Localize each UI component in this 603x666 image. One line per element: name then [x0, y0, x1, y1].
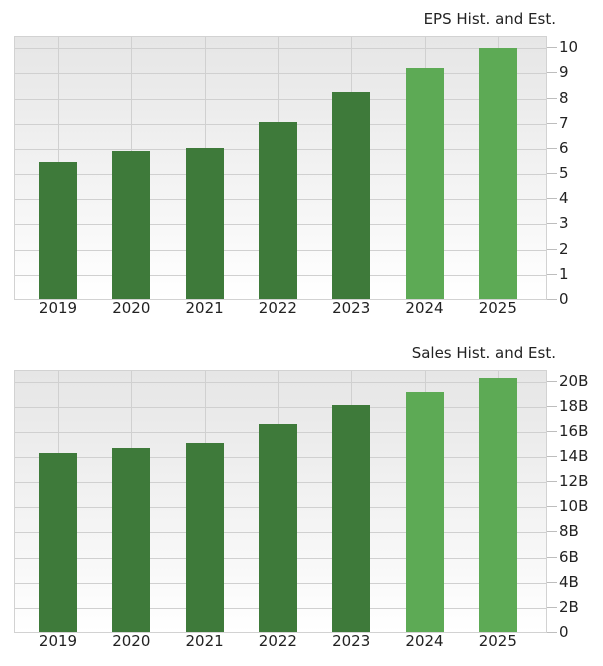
sales-ytick-label: 18B	[559, 396, 589, 415]
eps-bar-2023[interactable]	[332, 91, 371, 299]
eps-xtick-label: 2025	[478, 299, 517, 317]
eps-ytick-label: 2	[559, 239, 569, 258]
sales-ytick-mark	[547, 456, 557, 458]
eps-ytick-mark	[547, 72, 557, 74]
eps-ytick-label: 8	[559, 88, 569, 107]
sales-bar-2022[interactable]	[258, 424, 297, 632]
eps-ytick-label: 0	[559, 290, 569, 308]
sales-ytick-label: 2B	[559, 597, 579, 616]
sales-ytick-mark	[547, 380, 557, 382]
eps-bar-2019[interactable]	[39, 162, 77, 299]
eps-ytick-label: 5	[559, 164, 569, 183]
eps-xtick-label: 2022	[258, 299, 297, 317]
eps-ytick-label: 10	[559, 38, 579, 57]
sales-ytick-mark	[547, 481, 557, 483]
sales-xtick-label: 2021	[185, 632, 224, 650]
eps-ytick-label: 4	[559, 189, 569, 208]
eps-ytick-label: 9	[559, 63, 569, 82]
eps-ytick-mark	[547, 47, 557, 49]
eps-chart-title: EPS Hist. and Est.	[423, 10, 556, 28]
eps-ytick-mark	[547, 223, 557, 225]
sales-bar-2025[interactable]	[478, 378, 517, 632]
sales-ytick-mark	[547, 556, 557, 558]
eps-chart: EPS Hist. and Est. 0 1 2 3 4 5 6 7 8 9 10 2019 2020 2…	[0, 0, 603, 330]
sales-ytick-label: 20B	[559, 371, 589, 390]
sales-ytick-label: 6B	[559, 547, 579, 566]
sales-ytick-label: 14B	[559, 447, 589, 466]
eps-xtick-label: 2020	[112, 299, 151, 317]
sales-xtick-label: 2024	[405, 632, 444, 650]
eps-ytick-mark	[547, 299, 557, 300]
sales-ytick-mark	[547, 632, 557, 633]
eps-plot-area	[14, 36, 547, 300]
sales-xtick-label: 2019	[38, 632, 78, 650]
eps-ytick-mark	[547, 173, 557, 175]
sales-hgrid-line	[15, 381, 546, 383]
eps-ytick-label: 6	[559, 138, 569, 157]
sales-ytick-mark	[547, 405, 557, 407]
eps-bar-2025[interactable]	[478, 47, 517, 299]
eps-xtick-label: 2021	[185, 299, 224, 317]
sales-xtick-label: 2020	[112, 632, 151, 650]
sales-ytick-label: 0	[559, 623, 569, 641]
sales-bar-2019[interactable]	[39, 452, 77, 632]
sales-bar-2021[interactable]	[185, 442, 224, 632]
sales-ytick-label: 16B	[559, 421, 589, 440]
eps-hgrid-line	[15, 48, 546, 50]
sales-bar-2023[interactable]	[332, 404, 371, 632]
sales-ytick-mark	[547, 606, 557, 608]
eps-ytick-mark	[547, 248, 557, 250]
eps-xtick-label: 2023	[332, 299, 371, 317]
sales-ytick-label: 4B	[559, 572, 579, 591]
eps-ytick-mark	[547, 198, 557, 200]
eps-bar-2020[interactable]	[112, 150, 151, 299]
eps-bar-2024[interactable]	[405, 67, 444, 299]
sales-xtick-label: 2022	[258, 632, 297, 650]
sales-plot-area	[14, 370, 547, 633]
eps-ytick-label: 3	[559, 214, 569, 233]
eps-bar-2022[interactable]	[258, 122, 297, 299]
sales-bar-2024[interactable]	[405, 391, 444, 632]
eps-xtick-label: 2024	[405, 299, 444, 317]
eps-hgrid-line	[15, 98, 546, 100]
sales-xtick-label: 2023	[332, 632, 371, 650]
eps-ytick-label: 7	[559, 113, 569, 132]
sales-ytick-mark	[547, 581, 557, 583]
eps-ytick-mark	[547, 122, 557, 124]
eps-hgrid-line	[15, 73, 546, 75]
eps-ytick-label: 1	[559, 264, 569, 283]
sales-ytick-label: 10B	[559, 497, 589, 516]
sales-ytick-mark	[547, 506, 557, 508]
eps-ytick-mark	[547, 97, 557, 99]
sales-ytick-label: 12B	[559, 472, 589, 491]
eps-ytick-mark	[547, 273, 557, 275]
eps-xtick-label: 2019	[38, 299, 78, 317]
sales-chart-title: Sales Hist. and Est.	[411, 344, 556, 362]
eps-ytick-mark	[547, 147, 557, 149]
sales-ytick-mark	[547, 531, 557, 533]
sales-ytick-mark	[547, 430, 557, 432]
sales-xtick-label: 2025	[478, 632, 517, 650]
sales-bar-2020[interactable]	[112, 447, 151, 632]
sales-ytick-label: 8B	[559, 522, 579, 541]
sales-hgrid-line	[15, 406, 546, 408]
eps-bar-2021[interactable]	[185, 147, 224, 299]
